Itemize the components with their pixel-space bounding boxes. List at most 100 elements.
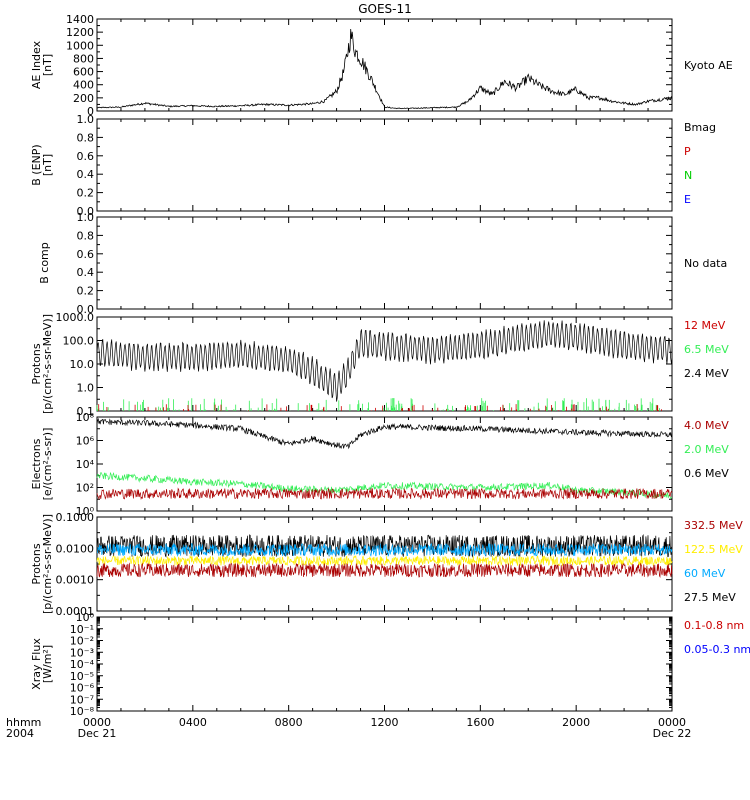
plot-title: GOES-11 — [358, 2, 412, 16]
y-axis-label: AE Index — [30, 40, 43, 89]
y-tick-label: 10⁻¹ — [70, 623, 94, 636]
legend-entry: 2.4 MeV — [684, 367, 729, 380]
legend-entry: 0.6 MeV — [684, 467, 729, 480]
y-tick-label: 1000.0 — [56, 311, 95, 324]
x-tick-label: 0400 — [179, 716, 207, 729]
y-tick-label: 0.0010 — [56, 574, 95, 587]
y-axis-label: Xray Flux — [30, 638, 43, 690]
y-tick-label: 1.0 — [77, 382, 95, 395]
y-tick-label: 0.2 — [77, 285, 95, 298]
series-proton-122-5-mev — [96, 554, 673, 567]
x-date-label: Dec 21 — [78, 727, 117, 740]
legend-entry: Kyoto AE — [684, 59, 733, 72]
y-axis-label: [p/(cm²-s-sr-MeV)] — [41, 314, 54, 414]
y-tick-label: 10⁴ — [76, 458, 95, 471]
y-tick-label: 0.0100 — [56, 542, 95, 555]
x-row1-label: hhmm — [6, 716, 41, 729]
panel-frame — [96, 18, 673, 112]
y-tick-label: 0.4 — [77, 168, 95, 181]
series-proton-27-5-mev — [96, 534, 673, 558]
x-row2-label: 2004 — [6, 727, 34, 740]
y-tick-label: 10⁻⁵ — [70, 670, 94, 683]
y-tick-label: 0.8 — [77, 229, 95, 242]
legend-entry: 2.0 MeV — [684, 443, 729, 456]
y-tick-label: 10⁻⁴ — [70, 658, 95, 671]
label-layer: Kyoto AE Bmag PNE No data 12 MeV 6.5 MeV 2.4 M… — [6, 59, 750, 740]
y-tick-label: 0.4 — [77, 266, 95, 279]
series-kyoto-ae — [96, 28, 673, 110]
y-tick-label: 10.0 — [70, 358, 95, 371]
y-axis-label: Protons — [30, 543, 43, 584]
x-tick-label: 1200 — [371, 716, 399, 729]
y-tick-label: 400 — [73, 79, 94, 92]
y-axis-label: B comp — [38, 242, 51, 284]
y-tick-label: 0.1000 — [56, 511, 95, 524]
x-tick-label: 0000 — [83, 716, 111, 729]
legend-entry: No data — [684, 257, 727, 270]
legend-entry: 60 MeV — [684, 567, 726, 580]
legend-entry: N — [684, 169, 692, 182]
y-tick-label: 0.0001 — [56, 605, 95, 618]
y-tick-label: 1000 — [66, 39, 94, 52]
data-layer — [96, 28, 673, 579]
y-tick-label: 100.0 — [63, 335, 95, 348]
y-tick-label: 1.0 — [77, 211, 95, 224]
y-axis-label: [nT] — [41, 154, 54, 176]
x-tick-label: 0800 — [275, 716, 303, 729]
y-tick-label: 1.0 — [77, 113, 95, 126]
y-tick-label: 10⁻³ — [70, 646, 94, 659]
panel-frame — [96, 516, 673, 612]
y-tick-label: 600 — [73, 66, 94, 79]
x-date-label: Dec 22 — [653, 727, 692, 740]
y-axis-label: [p/(cm²-s-sr-MeV)] — [41, 514, 54, 614]
legend-entry: 6.5 MeV — [684, 343, 729, 356]
legend-entry: Bmag — [684, 121, 716, 134]
series-proton-332-5-mev — [96, 562, 673, 579]
series-proton-2-4-mev — [96, 320, 673, 402]
y-tick-label: 10⁻⁶ — [70, 682, 95, 695]
y-tick-label: 0.2 — [77, 187, 95, 200]
x-tick-label: 1600 — [466, 716, 494, 729]
legend-entry: 332.5 MeV — [684, 519, 743, 532]
panel-protons_low: 0.1 1.0 10.0 100.0 1000.0 Protons[p/(cm²-s-sr… — [30, 311, 673, 418]
series-proton-60-mev — [96, 542, 673, 558]
y-tick-label: 0.6 — [77, 248, 95, 261]
y-axis-label: [nT] — [41, 54, 54, 76]
y-tick-label: 10⁰ — [76, 611, 95, 624]
y-tick-label: 10⁻⁷ — [70, 693, 94, 706]
y-tick-label: 0.0 — [77, 303, 95, 316]
legend-entry: P — [684, 145, 691, 158]
legend-entry: E — [684, 193, 691, 206]
y-tick-label: 10⁶ — [76, 435, 95, 448]
y-tick-label: 0 — [87, 105, 94, 118]
panel-frame — [96, 216, 673, 310]
legend-entry: 4.0 MeV — [684, 419, 729, 432]
legend-entry: 0.1-0.8 nm — [684, 619, 744, 632]
y-tick-label: 0.0 — [77, 205, 95, 218]
series-electron-0-6-mev — [96, 417, 673, 450]
panel-bcomp: 0.0 0.2 0.4 0.6 0.8 1.0 B comp — [38, 211, 673, 316]
y-axis-label: [W/m²] — [41, 645, 54, 683]
y-tick-label: 10² — [76, 482, 94, 495]
y-axis-label: B (ENP) — [30, 144, 43, 185]
y-tick-label: 0.6 — [77, 150, 95, 163]
series-electron-2-0-mev — [96, 471, 673, 499]
legend-entry: 0.05-0.3 nm — [684, 643, 750, 656]
legend-entry: 12 MeV — [684, 319, 726, 332]
series-proton-6-5-mev — [96, 398, 660, 411]
panel-protons_high: 0.0001 0.0010 0.0100 0.1000 Protons[p/(cm²-s… — [30, 511, 673, 618]
y-axis-label: Protons — [30, 343, 43, 384]
y-tick-label: 10⁸ — [76, 411, 95, 424]
y-tick-label: 800 — [73, 52, 94, 65]
legend-entry: 27.5 MeV — [684, 591, 736, 604]
y-tick-label: 10⁰ — [76, 505, 95, 518]
y-tick-label: 0.8 — [77, 131, 95, 144]
panel-bmag: 0.0 0.2 0.4 0.6 0.8 1.0 B (ENP)[nT] — [30, 113, 673, 218]
panel-frame — [96, 118, 673, 212]
y-tick-label: 1400 — [66, 13, 94, 26]
